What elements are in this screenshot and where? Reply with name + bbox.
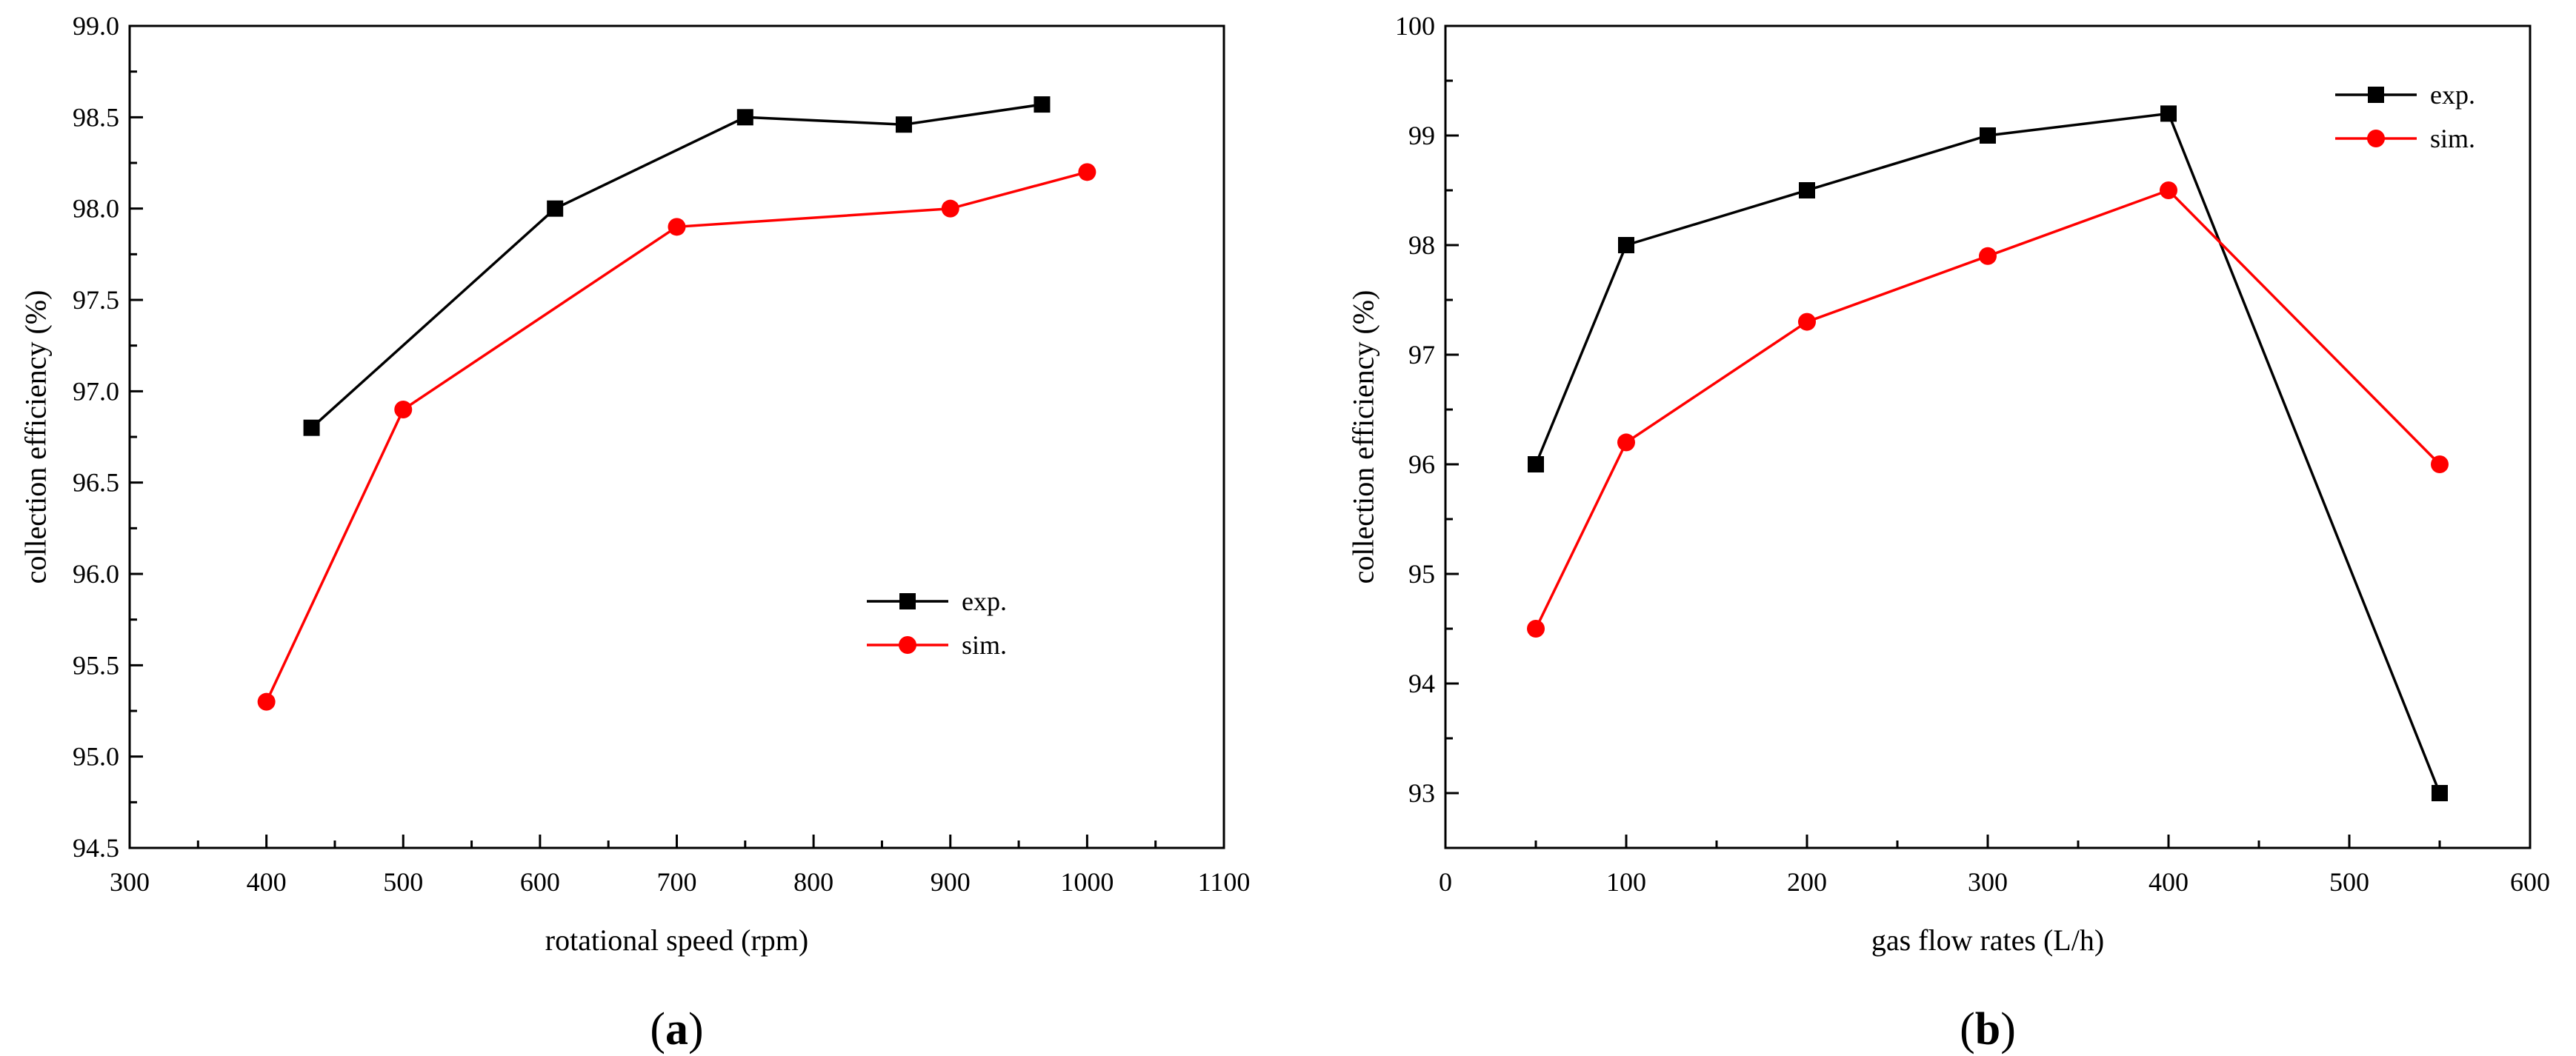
data-point-sim <box>941 199 959 218</box>
data-point-sim <box>1798 313 1816 331</box>
y-tick-label: 94.5 <box>73 833 119 863</box>
data-point-sim <box>257 692 276 711</box>
x-axis-title: gas flow rates (L/h) <box>1871 923 2104 957</box>
legend-marker-sim <box>2367 130 2385 147</box>
y-tick-label: 97.5 <box>73 285 119 315</box>
data-point-exp <box>303 419 320 436</box>
panel-label-open: ( <box>650 1004 665 1055</box>
x-tick-label: 600 <box>520 867 560 897</box>
data-point-sim <box>1617 433 1635 452</box>
chart-panel-b: 0 100 200 300 400 500 600 93 94 95 96 97 98 99 100 gas … <box>1347 11 2551 1055</box>
data-point-exp <box>895 116 912 133</box>
x-tick-label: 0 <box>1439 867 1452 897</box>
x-tick-label: 500 <box>383 867 423 897</box>
legend-label-sim: sim. <box>962 630 1007 660</box>
x-tick-label: 1100 <box>1198 867 1251 897</box>
data-point-exp <box>547 200 564 217</box>
data-point-sim <box>668 218 686 236</box>
data-point-sim <box>2431 455 2449 473</box>
y-tick-label: 95.0 <box>73 742 119 772</box>
panel-label-letter: a <box>665 1004 688 1055</box>
legend-label-sim: sim. <box>2430 124 2475 153</box>
x-tick-label: 600 <box>2510 867 2550 897</box>
y-tick-label: 94 <box>1408 669 1435 698</box>
legend-marker-sim <box>899 636 916 654</box>
panel-label-close: ) <box>688 1004 704 1055</box>
y-tick-label: 95 <box>1408 559 1435 589</box>
y-axis-title: collection efficiency (%) <box>1347 290 1380 584</box>
data-point-sim <box>394 401 413 418</box>
data-point-exp <box>1980 127 1996 144</box>
series-line-sim <box>1534 188 2441 629</box>
y-tick-label: 99.0 <box>73 11 119 41</box>
x-tick-label: 700 <box>657 867 697 897</box>
panel-label-close: ) <box>2000 1004 2016 1055</box>
y-tick-label: 96.5 <box>73 468 119 498</box>
y-tick-label: 95.5 <box>73 650 119 680</box>
legend-label-exp: exp. <box>962 587 1007 616</box>
panel-label-a: (a) <box>650 1004 703 1055</box>
series-line-exp <box>310 103 1042 430</box>
data-point-exp <box>736 109 753 126</box>
x-tick-label: 300 <box>1968 867 2008 897</box>
series-line-exp <box>1534 112 2441 794</box>
x-tick-label: 100 <box>1606 867 1646 897</box>
x-axis-title: rotational speed (rpm) <box>545 923 808 957</box>
y-tick-label: 98 <box>1408 230 1435 260</box>
data-point-exp <box>1528 456 1544 472</box>
data-point-sim <box>1078 163 1096 181</box>
data-point-exp <box>1618 237 1634 253</box>
y-axis-title: collection efficiency (%) <box>19 290 53 584</box>
x-tick-label: 1000 <box>1060 867 1114 897</box>
chart-panel-a: 300 400 500 600 700 800 900 1000 1100 94.5 95.0 95.… <box>19 11 1251 1055</box>
plot-frame <box>1444 24 2532 849</box>
y-tick-label: 97 <box>1408 340 1435 370</box>
x-tick-label: 800 <box>793 867 833 897</box>
y-tick-label: 93 <box>1408 778 1435 808</box>
data-point-exp <box>1034 96 1051 113</box>
y-tick-label: 98.0 <box>73 194 119 224</box>
y-tick-label: 96.0 <box>73 559 119 589</box>
data-point-sim <box>1979 247 1997 265</box>
x-tick-label: 300 <box>110 867 150 897</box>
x-tick-label: 900 <box>931 867 971 897</box>
panel-label-b: (b) <box>1960 1004 2016 1055</box>
legend-marker-exp <box>899 593 916 609</box>
x-tick-label: 400 <box>247 867 287 897</box>
y-tick-label: 97.0 <box>73 376 119 406</box>
legend-marker-exp <box>2368 87 2384 103</box>
x-tick-label: 400 <box>2149 867 2189 897</box>
y-tick-label: 98.5 <box>73 102 119 132</box>
legend-label-exp: exp. <box>2430 80 2475 110</box>
panel-label-letter: b <box>1975 1004 2000 1055</box>
data-point-exp <box>1799 182 1815 198</box>
y-tick-label: 96 <box>1408 450 1435 479</box>
data-point-exp <box>2160 105 2177 122</box>
panel-label-open: ( <box>1960 1004 1975 1055</box>
data-point-sim <box>2160 181 2177 199</box>
x-tick-label: 200 <box>1787 867 1827 897</box>
series-line-sim <box>265 170 1088 703</box>
y-tick-label: 100 <box>1395 11 1435 41</box>
data-point-exp <box>2432 785 2448 801</box>
x-tick-label: 500 <box>2329 867 2369 897</box>
y-tick-label: 99 <box>1408 121 1435 150</box>
data-point-sim <box>1527 620 1545 638</box>
